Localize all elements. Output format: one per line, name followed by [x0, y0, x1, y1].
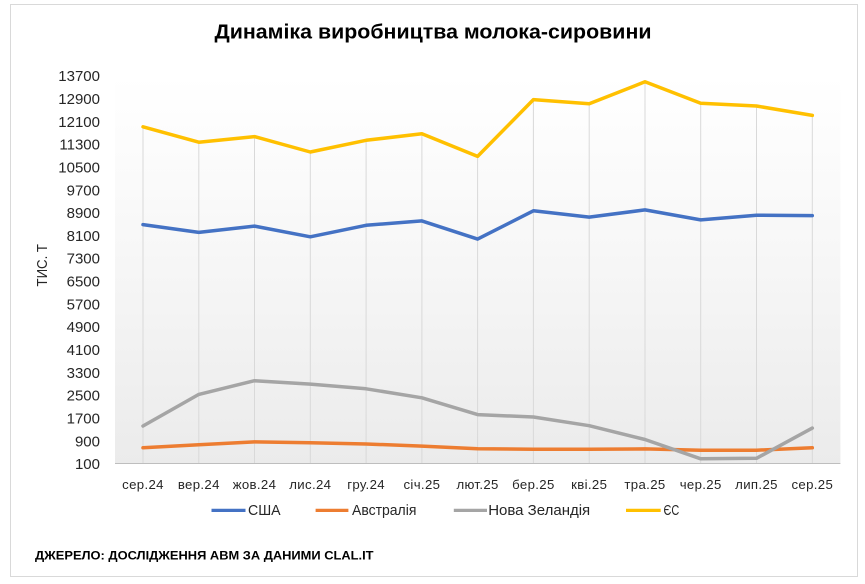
svg-text:8900: 8900 [67, 205, 100, 222]
svg-text:2500: 2500 [67, 388, 100, 405]
svg-text:ЄС: ЄС [664, 502, 680, 519]
svg-text:1700: 1700 [67, 411, 100, 428]
svg-text:тра.25: тра.25 [624, 477, 665, 492]
svg-text:100: 100 [75, 456, 100, 473]
svg-text:чер.25: чер.25 [680, 477, 722, 492]
svg-text:7300: 7300 [67, 251, 100, 268]
svg-text:бер.25: бер.25 [512, 477, 555, 492]
svg-text:лис.24: лис.24 [289, 477, 331, 492]
svg-text:4100: 4100 [67, 342, 100, 359]
svg-text:900: 900 [75, 433, 100, 450]
svg-text:жов.24: жов.24 [233, 477, 277, 492]
svg-text:Динаміка виробництва молока-си: Динаміка виробництва молока-сировини [215, 22, 652, 44]
svg-text:Нова Зеландія: Нова Зеландія [488, 502, 590, 519]
svg-text:ДЖЕРЕЛО: ДОСЛІДЖЕННЯ АВМ ЗА ДА: ДЖЕРЕЛО: ДОСЛІДЖЕННЯ АВМ ЗА ДАНИМИ CLAL.… [35, 548, 374, 562]
svg-text:3300: 3300 [67, 365, 100, 382]
svg-text:лют.25: лют.25 [456, 477, 498, 492]
svg-text:січ.25: січ.25 [403, 477, 440, 492]
svg-text:США: США [248, 502, 281, 519]
svg-text:8100: 8100 [67, 228, 100, 245]
svg-text:сер.24: сер.24 [122, 477, 164, 492]
svg-text:9700: 9700 [67, 182, 100, 199]
svg-text:11300: 11300 [59, 137, 100, 154]
svg-text:сер.25: сер.25 [791, 477, 833, 492]
svg-text:6500: 6500 [67, 274, 100, 291]
svg-text:12900: 12900 [58, 91, 100, 108]
svg-text:4900: 4900 [67, 319, 100, 336]
svg-text:вер.24: вер.24 [178, 477, 220, 492]
svg-text:10500: 10500 [58, 159, 100, 176]
svg-text:лип.25: лип.25 [735, 477, 778, 492]
svg-text:Австралія: Австралія [352, 502, 416, 519]
svg-text:гру.24: гру.24 [347, 477, 385, 492]
svg-text:5700: 5700 [67, 296, 100, 313]
svg-text:12100: 12100 [58, 114, 100, 131]
svg-text:кві.25: кві.25 [571, 477, 607, 492]
svg-text:13700: 13700 [58, 68, 100, 85]
svg-text:ТИС. Т: ТИС. Т [34, 244, 51, 287]
